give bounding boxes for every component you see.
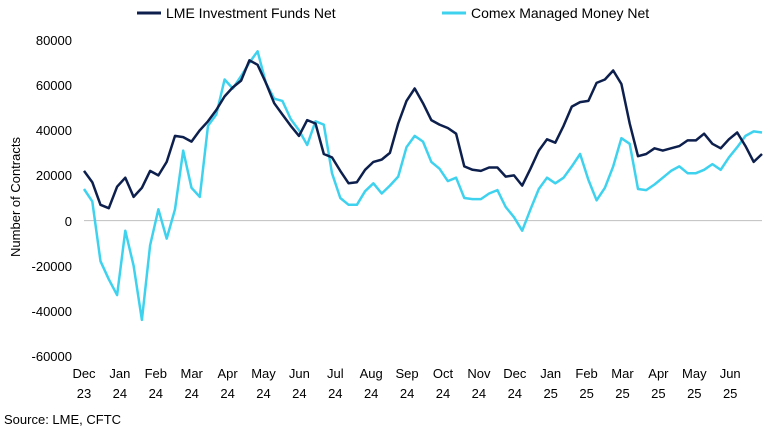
x-tick-year: 25: [687, 386, 701, 401]
y-tick-label: -60000: [32, 349, 72, 364]
x-tick-year: 24: [400, 386, 414, 401]
x-tick-month: Jul: [327, 366, 344, 381]
x-tick-month: Jan: [109, 366, 130, 381]
x-tick-year: 24: [292, 386, 306, 401]
x-tick-year: 25: [543, 386, 557, 401]
x-tick-month: Feb: [145, 366, 167, 381]
y-tick-label: -40000: [32, 304, 72, 319]
x-tick-year: 24: [508, 386, 522, 401]
x-tick-month: Dec: [503, 366, 527, 381]
series-line-comex: [82, 50, 763, 322]
x-tick-year: 24: [256, 386, 270, 401]
x-tick-month: Aug: [360, 366, 383, 381]
x-tick-month: Feb: [575, 366, 597, 381]
x-tick-year: 23: [77, 386, 91, 401]
series-group: [82, 50, 763, 322]
x-tick-month: May: [251, 366, 276, 381]
x-tick-year: 24: [472, 386, 486, 401]
x-tick-month: Mar: [611, 366, 634, 381]
x-axis-ticks: Dec 23 Jan 24 Feb 24 Mar 24 Apr 24 May 24 Jun 24 Jul 24…: [72, 366, 740, 401]
y-tick-label: 40000: [36, 123, 72, 138]
x-tick-year: 24: [364, 386, 378, 401]
x-tick-year: 24: [436, 386, 450, 401]
series-line-lme: [82, 59, 763, 210]
x-tick-year: 25: [615, 386, 629, 401]
x-tick-year: 24: [184, 386, 198, 401]
x-tick-year: 24: [149, 386, 163, 401]
y-axis-title: Number of Contracts: [8, 137, 23, 257]
y-tick-label: 20000: [36, 168, 72, 183]
x-tick-month: Apr: [217, 366, 238, 381]
legend-label-lme: LME Investment Funds Net: [166, 5, 336, 21]
x-tick-month: May: [682, 366, 707, 381]
x-tick-month: Sep: [396, 366, 419, 381]
x-tick-month: Jun: [289, 366, 310, 381]
y-tick-label: 60000: [36, 78, 72, 93]
x-tick-month: Apr: [648, 366, 669, 381]
x-tick-year: 25: [579, 386, 593, 401]
x-tick-month: Dec: [72, 366, 96, 381]
legend: LME Investment Funds Net Comex Managed M…: [137, 5, 649, 21]
x-tick-year: 24: [328, 386, 342, 401]
x-tick-month: Jan: [540, 366, 561, 381]
y-axis-ticks: 80000 60000 40000 20000 0 -20000 -40000 …: [32, 33, 72, 364]
x-tick-year: 24: [220, 386, 234, 401]
x-tick-month: Jun: [720, 366, 741, 381]
x-tick-month: Nov: [467, 366, 491, 381]
x-tick-year: 25: [723, 386, 737, 401]
y-tick-label: -20000: [32, 259, 72, 274]
x-tick-year: 25: [651, 386, 665, 401]
legend-label-comex: Comex Managed Money Net: [471, 5, 649, 21]
y-tick-label: 0: [65, 214, 72, 229]
x-tick-month: Oct: [433, 366, 454, 381]
x-tick-year: 24: [113, 386, 127, 401]
source-note: Source: LME, CFTC: [4, 412, 121, 427]
y-tick-label: 80000: [36, 33, 72, 48]
x-tick-month: Mar: [181, 366, 204, 381]
